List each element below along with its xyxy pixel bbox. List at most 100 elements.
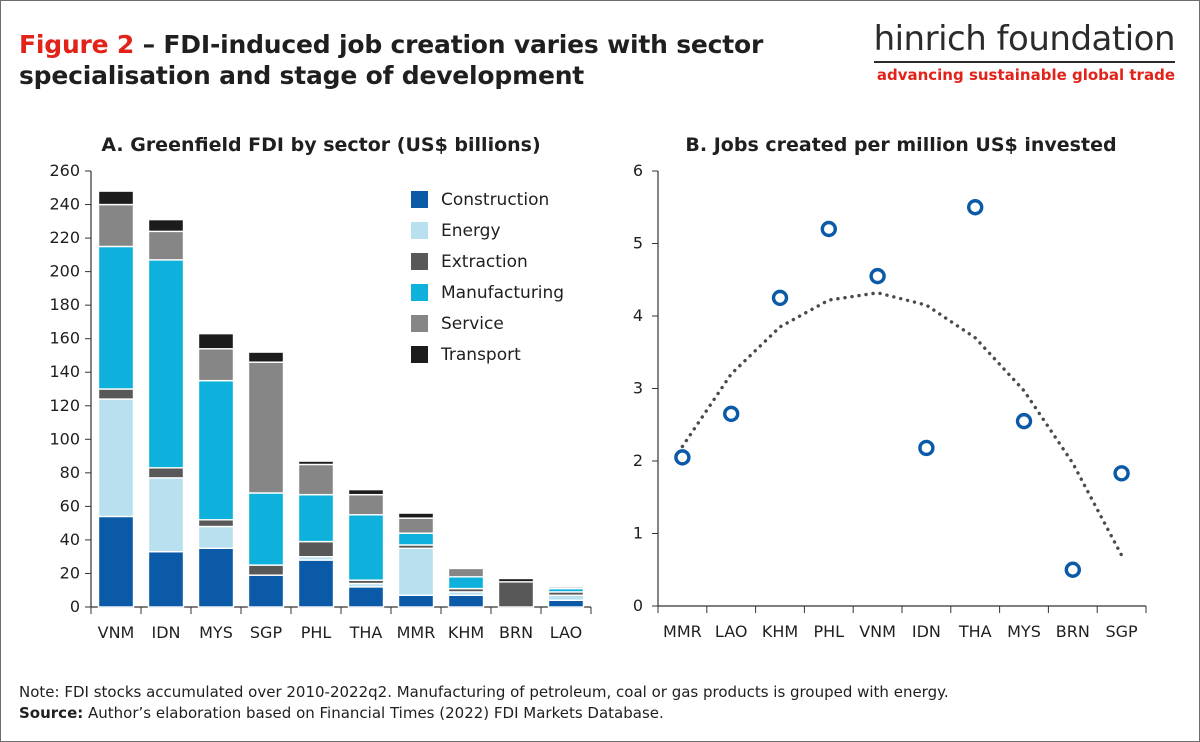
x-tick-label: SGP	[1105, 622, 1138, 641]
bar-segment-extraction-mys	[197, 519, 235, 528]
legend-item-extraction: Extraction	[411, 246, 564, 277]
bar-segment-construction-tha	[347, 586, 385, 608]
x-tick-label: SGP	[250, 623, 283, 642]
bar-segment-construction-lao	[547, 599, 585, 608]
bar-segment-extraction-idn	[147, 467, 185, 479]
source-text: Author’s elaboration based on Financial …	[83, 704, 664, 722]
bar-segment-construction-mmr	[397, 594, 435, 608]
y-tick-label: 100	[49, 429, 80, 448]
bar-segment-service-mmr	[397, 517, 435, 534]
bar-segment-transport-vnm	[97, 190, 135, 206]
point-phl	[820, 220, 838, 238]
y-tick-label: 60	[60, 496, 80, 515]
trend-line	[680, 291, 1124, 557]
bar-segment-transport-brn	[497, 577, 535, 583]
chart-a-legend: Construction Energy Extraction Manufacturin…	[411, 184, 564, 370]
x-tick-label: BRN	[499, 623, 533, 642]
bar-segment-manufacturing-sgp	[247, 492, 285, 566]
y-tick-label: 220	[49, 228, 80, 247]
legend-label: Construction	[441, 189, 550, 210]
bar-segment-energy-mmr	[397, 547, 435, 596]
legend-label: Energy	[441, 220, 501, 241]
x-tick-label: THA	[349, 623, 383, 642]
bar-segment-service-phl	[297, 463, 335, 496]
bar-segment-extraction-phl	[297, 540, 335, 558]
bar-segment-manufacturing-mys	[197, 379, 235, 521]
point-lao	[722, 405, 740, 423]
x-tick-label: KHM	[448, 623, 484, 642]
y-tick-label: 0	[633, 596, 643, 615]
y-tick-label: 2	[633, 451, 643, 470]
bar-segment-service-mys	[197, 348, 235, 382]
y-tick-label: 1	[633, 524, 643, 543]
bar-segment-transport-idn	[147, 218, 185, 233]
bar-segment-construction-sgp	[247, 574, 285, 608]
x-tick-label: PHL	[301, 623, 332, 642]
bar-segment-service-vnm	[97, 203, 135, 248]
y-tick-label: 3	[633, 379, 643, 398]
point-brn	[1064, 561, 1081, 578]
legend-swatch	[411, 284, 428, 301]
x-tick-label: PHL	[814, 622, 845, 641]
source-label: Source:	[19, 704, 84, 722]
x-tick-label: BRN	[1056, 622, 1090, 641]
bar-segment-manufacturing-idn	[147, 259, 185, 469]
bar-segment-construction-mys	[197, 547, 235, 608]
figure-title-text: – FDI-induced job creation varies with s…	[19, 30, 764, 90]
y-tick-label: 0	[70, 597, 80, 616]
y-tick-label: 200	[49, 262, 80, 281]
x-tick-label: MMR	[663, 622, 702, 641]
x-tick-label: MMR	[397, 623, 436, 642]
y-tick-label: 40	[60, 530, 80, 549]
legend-label: Transport	[441, 344, 521, 365]
source-line: Source: Author’s elaboration based on Fi…	[19, 703, 949, 724]
legend-item-construction: Construction	[411, 184, 564, 215]
legend-label: Service	[441, 313, 504, 334]
chart-b-svg: 0 1 2 3 4 5 6 MMR LAO KHM PHL VNM IDN THA MYS BRN SGP	[633, 161, 1147, 641]
legend-label: Manufacturing	[441, 282, 565, 303]
note-text: Note: FDI stocks accumulated over 2010-2…	[19, 683, 949, 701]
x-tick-label: IDN	[151, 623, 180, 642]
bar-segment-service-idn	[147, 230, 185, 261]
figure-title: Figure 2 – FDI-induced job creation vari…	[19, 29, 799, 91]
bar-segment-service-lao	[547, 586, 585, 590]
panel-b-title: B. Jobs created per million US$ invested	[685, 134, 1117, 156]
bar-segment-manufacturing-phl	[297, 493, 335, 543]
bar-segment-energy-mys	[197, 525, 235, 550]
legend-swatch	[411, 191, 428, 208]
y-tick-label: 240	[49, 195, 80, 214]
legend-item-manufacturing: Manufacturing	[411, 277, 564, 308]
brand-rule	[873, 61, 1175, 63]
point-idn	[918, 439, 935, 457]
bar-segment-extraction-sgp	[247, 564, 285, 576]
bar-segment-construction-vnm	[97, 515, 135, 608]
y-tick-label: 20	[60, 563, 80, 582]
x-tick-label: LAO	[715, 622, 748, 641]
figure-number: Figure 2	[19, 30, 135, 59]
bar-segment-transport-sgp	[247, 351, 285, 363]
bar-segment-transport-mys	[197, 332, 235, 350]
bar-segment-extraction-vnm	[97, 388, 135, 400]
legend-swatch	[411, 253, 428, 270]
y-tick-label: 80	[60, 463, 80, 482]
y-tick-label: 4	[633, 306, 643, 325]
point-khm	[771, 289, 789, 307]
y-tick-label: 6	[633, 161, 643, 180]
point-mys	[1015, 412, 1033, 430]
bar-segment-construction-idn	[147, 550, 185, 608]
bar-segment-transport-tha	[347, 488, 385, 496]
y-tick-label: 5	[633, 234, 643, 253]
x-tick-label: MYS	[199, 623, 233, 642]
x-tick-label: VNM	[859, 622, 896, 641]
y-tick-label: 140	[49, 362, 80, 381]
point-sgp	[1113, 465, 1130, 482]
bar-segment-service-khm	[447, 567, 485, 578]
x-tick-label: LAO	[550, 623, 583, 642]
legend-swatch	[411, 315, 428, 332]
bar-segment-extraction-brn	[497, 581, 535, 608]
bar-segment-manufacturing-vnm	[97, 245, 135, 390]
y-tick-label: 120	[49, 396, 80, 415]
chart-a-svg: 0 20 40 60 80 100 120 140 160 180 200 220 240 260 VNM I…	[49, 161, 592, 642]
x-tick-label: VNM	[98, 623, 135, 642]
